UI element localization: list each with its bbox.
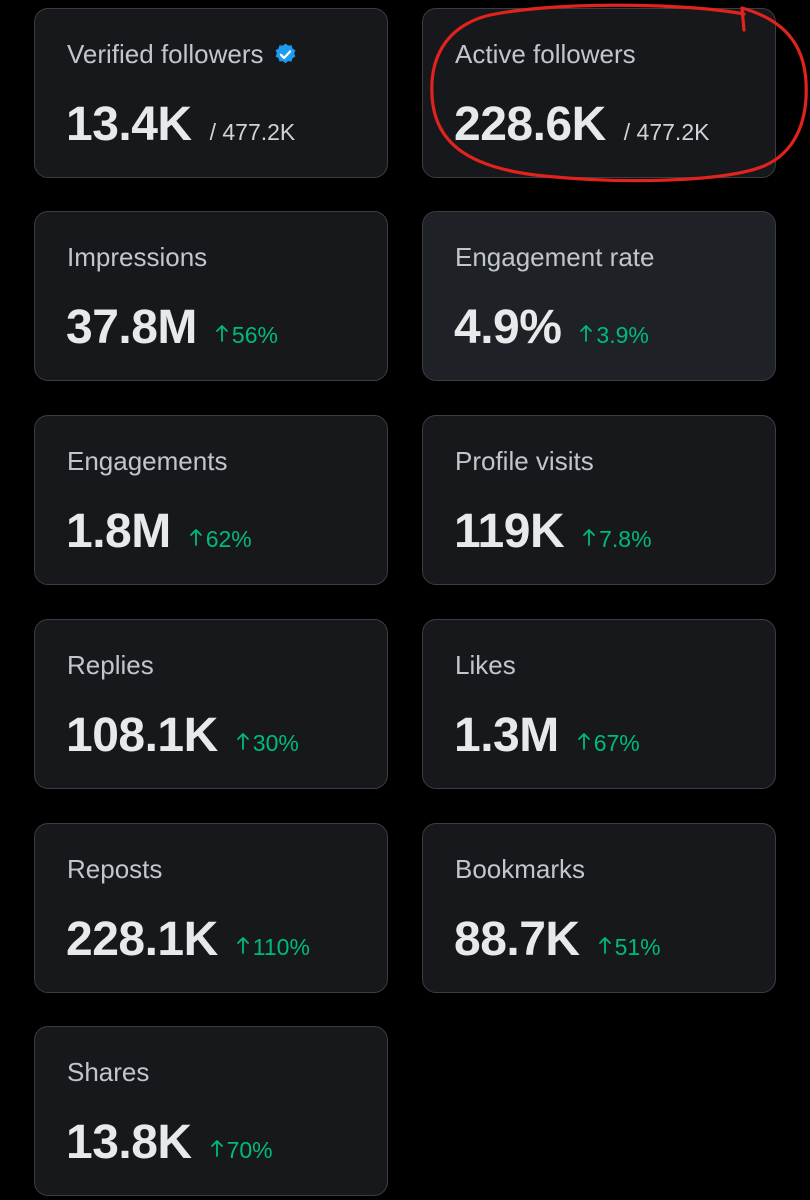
card-value: 37.8M (66, 301, 197, 354)
card-label: Impressions (67, 242, 208, 272)
arrow-up-icon (236, 733, 249, 750)
card-value-row: 228.6K / 477.2K (454, 97, 709, 152)
card-impressions[interactable]: Impressions 37.8M 56% (34, 211, 388, 381)
card-value-row: 228.1K 110% (66, 912, 310, 967)
change-value: 70% (226, 1137, 273, 1163)
card-label-wrap: Shares (67, 1057, 149, 1088)
card-likes[interactable]: Likes 1.3M 67% (422, 619, 776, 789)
card-reposts[interactable]: Reposts 228.1K 110% (34, 823, 388, 993)
card-label-wrap: Replies (67, 650, 154, 681)
card-value-row: 119K 7.8% (454, 504, 652, 559)
card-label: Active followers (455, 39, 636, 69)
card-value-row: 37.8M 56% (66, 300, 278, 355)
arrow-up-icon (189, 529, 202, 546)
card-label-wrap: Active followers (455, 39, 636, 70)
arrow-up-icon (583, 529, 596, 546)
card-value-row: 108.1K 30% (66, 708, 299, 763)
card-label: Verified followers (67, 39, 264, 69)
card-label-wrap: Engagements (67, 446, 227, 477)
change-indicator: 3.9% (579, 322, 649, 349)
card-value-row: 1.8M 62% (66, 504, 252, 559)
card-label: Replies (67, 650, 154, 680)
card-value-row: 13.8K 70% (66, 1115, 273, 1170)
change-value: 30% (252, 730, 299, 756)
card-label-wrap: Bookmarks (455, 854, 585, 885)
change-indicator: 51% (598, 934, 661, 961)
card-value: 88.7K (454, 913, 580, 966)
card-total: / 477.2K (623, 119, 710, 145)
card-value-row: 88.7K 51% (454, 912, 661, 967)
change-indicator: 62% (189, 526, 252, 553)
change-value: 110% (252, 934, 310, 960)
card-value: 4.9% (454, 301, 562, 354)
card-value: 228.6K (454, 98, 606, 151)
card-value-row: 1.3M 67% (454, 708, 640, 763)
verified-badge-icon (275, 43, 295, 64)
change-value: 67% (593, 730, 640, 756)
card-label: Likes (455, 650, 516, 680)
arrow-up-icon (580, 325, 593, 342)
card-value-row: 4.9% 3.9% (454, 300, 649, 355)
arrow-up-icon (210, 1140, 223, 1157)
card-engagements[interactable]: Engagements 1.8M 62% (34, 415, 388, 585)
card-value: 13.4K (66, 98, 192, 151)
change-value: 3.9% (596, 322, 649, 348)
card-label-wrap: Likes (455, 650, 516, 681)
change-value: 7.8% (599, 526, 652, 552)
card-value: 228.1K (66, 913, 218, 966)
card-label: Bookmarks (455, 854, 586, 884)
change-indicator: 70% (210, 1137, 273, 1164)
card-label: Profile visits (455, 446, 594, 476)
card-active-followers[interactable]: Active followers 228.6K / 477.2K (422, 8, 776, 178)
card-replies[interactable]: Replies 108.1K 30% (34, 619, 388, 789)
card-label: Engagements (67, 446, 228, 476)
arrow-up-icon (577, 733, 590, 750)
arrow-up-icon (216, 325, 228, 342)
card-value-row: 13.4K / 477.2K (66, 97, 295, 152)
card-value: 108.1K (66, 709, 218, 762)
change-value: 51% (614, 934, 661, 960)
card-label: Reposts (67, 854, 163, 884)
card-total: / 477.2K (209, 119, 296, 145)
card-verified-followers[interactable]: Verified followers 13.4K / 477.2K (34, 8, 388, 178)
card-value: 119K (454, 505, 565, 558)
card-bookmarks[interactable]: Bookmarks 88.7K 51% (422, 823, 776, 993)
card-value: 13.8K (66, 1116, 192, 1169)
card-label-wrap: Engagement rate (455, 242, 654, 273)
card-label: Shares (67, 1057, 150, 1087)
card-label-wrap: Profile visits (455, 446, 594, 477)
card-shares[interactable]: Shares 13.8K 70% (34, 1026, 388, 1196)
arrow-up-icon (236, 937, 249, 954)
change-indicator: 67% (577, 730, 640, 757)
change-value: 56% (231, 322, 278, 348)
card-value: 1.3M (454, 709, 559, 762)
change-indicator: 30% (236, 730, 299, 757)
card-profile-visits[interactable]: Profile visits 119K 7.8% (422, 415, 776, 585)
card-value: 1.8M (66, 505, 171, 558)
card-label-wrap: Verified followers (67, 39, 298, 70)
change-indicator: 7.8% (582, 526, 652, 553)
card-label: Engagement rate (455, 242, 655, 272)
card-label-wrap: Impressions (67, 242, 207, 273)
card-engagement-rate[interactable]: Engagement rate 4.9% 3.9% (422, 211, 776, 381)
change-indicator: 110% (236, 934, 310, 961)
card-label-wrap: Reposts (67, 854, 162, 885)
change-indicator: 56% (215, 322, 278, 349)
change-value: 62% (205, 526, 252, 552)
arrow-up-icon (598, 937, 611, 954)
